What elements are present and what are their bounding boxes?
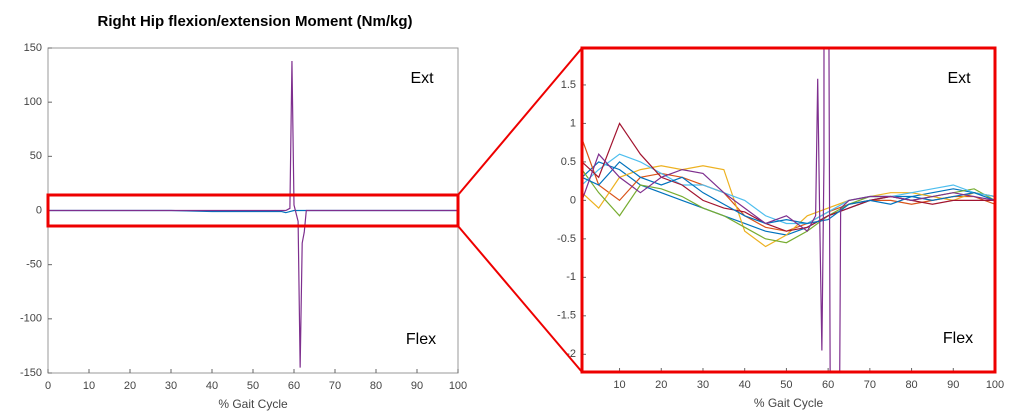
annotation: Flex [943,330,973,347]
x-tick-label: 10 [83,380,95,392]
zoom-frame [580,46,997,374]
y-tick-label: -0.5 [557,233,576,245]
data-line [582,161,995,225]
x-tick-label: 10 [613,379,625,391]
x-tick-label: 20 [655,379,667,391]
x-tick-label: 40 [206,380,218,392]
x-axis-label: % Gait Cycle [754,396,824,410]
x-tick-label: 70 [864,379,876,391]
x-tick-label: 60 [822,379,834,391]
zoom-connector [457,225,583,373]
y-tick-label: -150 [20,367,42,379]
x-tick-label: 50 [247,380,259,392]
data-line [582,165,995,248]
zoom-highlight [46,193,460,228]
chart-title: Right Hip flexion/extension Moment (Nm/k… [97,13,412,30]
y-tick-label: 100 [24,96,42,108]
x-tick-label: 80 [905,379,917,391]
x-tick-label: 100 [449,380,467,392]
data-line [582,153,995,225]
annotation: Ext [410,70,434,87]
y-tick-label: 1 [570,117,576,129]
y-tick-label: -1.5 [557,310,576,322]
y-tick-label: -100 [20,313,42,325]
plot-area [582,48,995,372]
zoom-connector [457,47,583,196]
y-tick-label: 0 [570,194,576,206]
y-tick-label: 50 [30,150,42,162]
data-line [582,48,995,372]
y-tick-label: -2 [566,348,576,360]
y-tick-label: 150 [24,42,42,54]
data-line [48,60,458,368]
axes-frame [581,47,996,373]
x-tick-label: 60 [288,380,300,392]
x-tick-label: 0 [45,380,51,392]
x-tick-label: 40 [739,379,751,391]
x-tick-label: 90 [947,379,959,391]
x-tick-label: 90 [411,380,423,392]
x-tick-label: 50 [780,379,792,391]
y-tick-label: 1.5 [561,79,576,91]
y-tick-label: -1 [566,271,576,283]
y-tick-label: 0 [36,204,42,216]
x-tick-label: 20 [124,380,136,392]
data-line [582,122,995,232]
x-tick-label: 70 [329,380,341,392]
annotation: Ext [947,70,971,87]
x-tick-label: 80 [370,380,382,392]
x-tick-label: 30 [697,379,709,391]
x-axis-label: % Gait Cycle [218,397,288,411]
plot-area [48,60,458,368]
annotation: Flex [406,331,436,348]
y-tick-label: 0.5 [561,156,576,168]
x-tick-label: 100 [986,379,1004,391]
y-tick-label: -50 [26,259,42,271]
x-tick-label: 30 [165,380,177,392]
